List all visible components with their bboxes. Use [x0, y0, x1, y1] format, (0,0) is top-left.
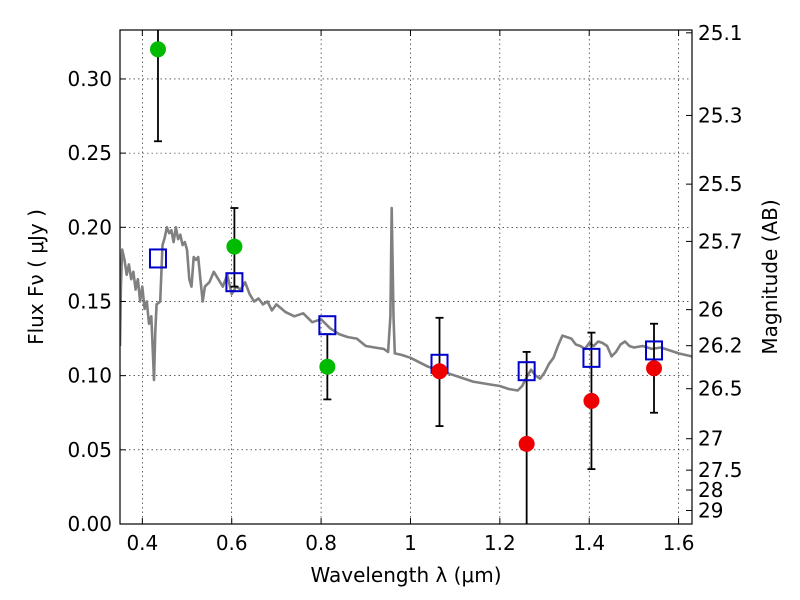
y-tick-label: 0.00 — [67, 512, 112, 536]
x-tick-label: 1.4 — [573, 531, 605, 555]
red-data-point — [431, 363, 448, 380]
y-axis-title: Flux Fν ( μJy ) — [24, 209, 48, 345]
y-tick-label: 0.25 — [67, 141, 112, 165]
model-photometry-marker — [645, 340, 664, 361]
y-tick-label: 0.05 — [67, 438, 112, 462]
y2-tick-label: 26 — [698, 298, 723, 322]
red-data-point — [518, 435, 535, 452]
plot-region — [120, 206, 692, 392]
y2-tick-label: 27.5 — [698, 458, 743, 482]
x-tick-label: 1 — [404, 531, 417, 555]
x-tick-label: 0.6 — [216, 531, 248, 555]
y-tick-label: 0.10 — [67, 364, 112, 388]
x-tick-label: 0.8 — [305, 531, 337, 555]
y2-tick-label: 25.3 — [698, 103, 743, 127]
model-photometry-marker — [517, 361, 536, 382]
model-photometry-marker — [582, 347, 601, 368]
marker-layer — [148, 41, 664, 452]
y2-tick-label: 25.7 — [698, 229, 743, 253]
x-tick-label: 1.2 — [484, 531, 516, 555]
spectrum-layer — [120, 206, 692, 392]
y2-axis-title: Magnitude (AB) — [758, 199, 782, 354]
y-tick-label: 0.20 — [67, 215, 112, 239]
green-data-point — [226, 238, 243, 255]
y2-tick-label: 27 — [698, 427, 723, 451]
y-axis-ticks: 0.00 0.05 0.10 0.15 0.20 0.25 0.30 — [67, 67, 126, 536]
y2-tick-label: 26.2 — [698, 334, 743, 358]
y2-tick-label: 26.5 — [698, 377, 743, 401]
y2-tick-label: 28 — [698, 478, 723, 502]
model-spectrum-line — [120, 206, 692, 392]
y2-tick-label: 25.5 — [698, 172, 743, 196]
plot-frame — [119, 29, 693, 525]
x-axis-ticks: 0.4 0.6 0.8 1 1.2 1.4 1.6 — [126, 30, 695, 555]
green-data-point — [149, 41, 166, 58]
model-photometry-marker — [318, 315, 337, 336]
x-tick-label: 1.6 — [663, 531, 695, 555]
model-photometry-marker — [225, 272, 244, 293]
red-data-point — [646, 360, 663, 377]
y-tick-label: 0.30 — [67, 67, 112, 91]
y-tick-label: 0.15 — [67, 289, 112, 313]
model-photometry-marker — [148, 248, 167, 269]
green-data-point — [319, 358, 336, 375]
x-axis-title: Wavelength λ (μm) — [310, 563, 501, 587]
y2-tick-label: 25.1 — [698, 21, 743, 45]
x-tick-label: 0.4 — [126, 531, 158, 555]
red-data-point — [583, 392, 600, 409]
y2-tick-label: 29 — [698, 499, 723, 523]
